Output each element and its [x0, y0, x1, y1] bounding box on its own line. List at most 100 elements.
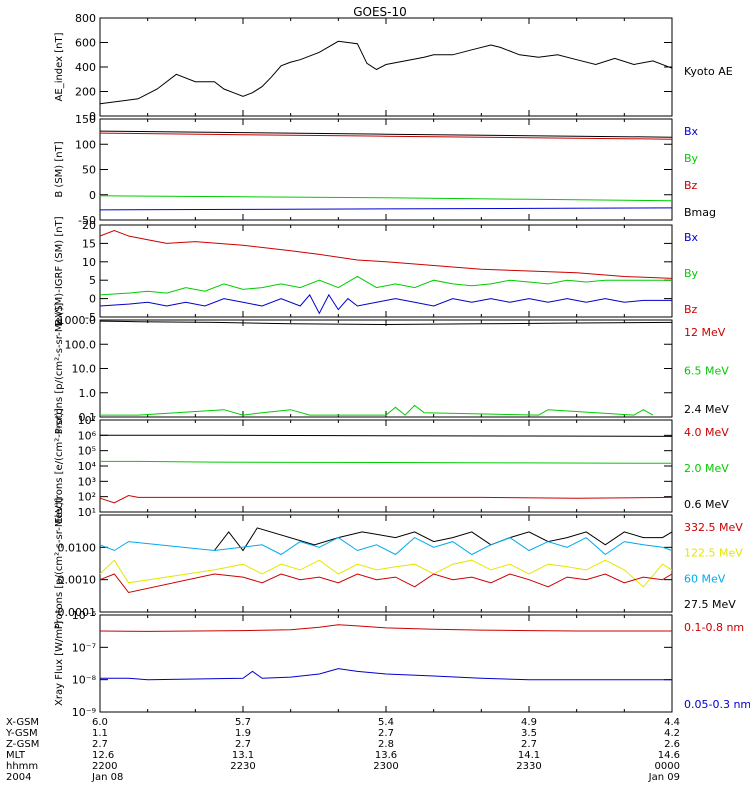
series-line-2-0-mev [100, 460, 673, 464]
legend-entry: 27.5 MeV [684, 598, 736, 611]
x-tick-value: 2.7 [378, 728, 394, 739]
y-tick-label: 0 [89, 110, 96, 123]
legend-entry: 0.1-0.8 nm [684, 621, 744, 634]
series-line-0-05-0-3-nm [100, 668, 672, 681]
legend-entry: 0.6 MeV [684, 498, 729, 511]
series-line-bmag [99, 130, 673, 138]
y-axis-label: B (SM)-IGRF (SM) [nT] [54, 216, 65, 325]
y-axis-label: B (SM) [nT] [54, 141, 65, 197]
series-line-bx [99, 293, 672, 315]
series-line-bz [99, 132, 673, 140]
y-tick-label: 15 [82, 237, 96, 250]
x-tick-value: 5.4 [378, 717, 394, 728]
series-line-60-mev [99, 537, 673, 556]
legend-entry: Bx [684, 125, 699, 138]
y-tick-label: 0.0010 [58, 574, 97, 587]
x-tick-value: Jan 09 [648, 772, 680, 783]
x-tick-value: 2230 [230, 761, 255, 772]
panel-frame [99, 514, 673, 613]
series-line-27-5-mev [214, 527, 673, 552]
x-tick-value: 0000 [655, 761, 680, 772]
y-tick-label: 10² [78, 491, 96, 504]
series-line-6-5-mev [100, 404, 654, 416]
legend-entry: 12 MeV [684, 326, 726, 339]
x-tick-value: 14.1 [518, 750, 540, 761]
y-tick-label: 0 [89, 189, 96, 202]
x-tick-value: 2.8 [378, 739, 394, 750]
x-axis-row-label: Z-GSM [6, 739, 39, 750]
y-tick-label: 1000.0 [58, 314, 97, 327]
series-line-by [99, 275, 672, 296]
x-tick-value: 4.4 [664, 717, 680, 728]
legend-entry: 60 MeV [684, 572, 726, 585]
x-tick-value: 6.0 [92, 717, 108, 728]
panel-1: 0 200 400 600 800 AE_index [nT] Kyoto AE [54, 12, 733, 123]
y-axis-label: Protons [p/(cm²-s-sr-MeV)] [54, 303, 65, 435]
x-axis-table: X-GSMY-GSMZ-GSMMLThhmm20046.01.12.712.62… [5, 717, 680, 783]
y-tick-label: 10⁻⁹ [72, 706, 96, 719]
legend-entry: By [684, 267, 699, 280]
panel-frame [99, 614, 673, 713]
legend-entry: Bx [684, 231, 699, 244]
legend-entry: 122.5 MeV [684, 547, 743, 560]
y-tick-label: 10 [82, 256, 96, 269]
x-axis-row-label: X-GSM [6, 717, 39, 728]
y-tick-label: 10.0 [72, 363, 97, 376]
x-tick-value: 2300 [373, 761, 398, 772]
y-tick-label: 1.0 [79, 387, 97, 400]
series-line-by [99, 195, 673, 202]
legend-entry: By [684, 152, 699, 165]
x-tick-value: 4.9 [521, 717, 537, 728]
y-tick-label: 600 [75, 37, 96, 50]
y-tick-label: 10⁵ [78, 445, 96, 458]
legend-entry: 2.0 MeV [684, 462, 729, 475]
panel-frame [99, 17, 673, 117]
x-tick-value: 1.9 [235, 728, 251, 739]
x-tick-value: 2330 [516, 761, 541, 772]
y-tick-label: 5 [89, 274, 96, 287]
x-tick-value: 5.7 [235, 717, 251, 728]
series-line-bz [99, 229, 673, 279]
y-tick-label: 10⁶ [78, 429, 97, 442]
y-tick-label: 0.0001 [58, 606, 97, 619]
series-line-bx [99, 207, 673, 211]
y-tick-label: 0 [89, 293, 96, 306]
x-axis-row-label: hhmm [6, 761, 38, 772]
x-tick-value: 2.7 [235, 739, 251, 750]
x-tick-value: 2.7 [92, 739, 108, 750]
y-tick-label: 100 [75, 138, 96, 151]
y-tick-label: 150 [75, 113, 96, 126]
x-tick-value: 12.6 [92, 750, 114, 761]
legend-entry: Bz [684, 179, 698, 192]
y-tick-label: 50 [82, 164, 96, 177]
y-tick-label: 0.1 [79, 411, 97, 424]
y-axis-label: Electrons [e/(cm²-s-sr)] [54, 408, 65, 524]
y-tick-label: 200 [75, 86, 96, 99]
y-tick-label: 20 [82, 219, 96, 232]
y-tick-label: 10⁴ [78, 460, 97, 473]
x-tick-value: 13.6 [375, 750, 397, 761]
series-line-2-4-mev [99, 320, 673, 326]
y-tick-label: 800 [75, 12, 96, 25]
x-axis-row-label: MLT [6, 750, 26, 761]
panel-frame [99, 319, 673, 418]
x-tick-value: 2.6 [664, 739, 680, 750]
y-axis-label: Protons [p/(cm²-s-sr-MeV)] [54, 498, 65, 630]
y-tick-label: 400 [75, 61, 96, 74]
y-axis-label: Xray Flux [W/m²] [54, 621, 65, 706]
y-tick-label: 10⁷ [78, 414, 96, 427]
legend-entry: 332.5 MeV [684, 521, 743, 534]
panel-frame [99, 224, 673, 318]
y-tick-label: -50 [78, 214, 96, 227]
legend-entry: 2.4 MeV [684, 403, 729, 416]
series-line-0-1-0-8-nm [99, 624, 672, 632]
panel-5: 10¹ 10² 10³ 10⁴ 10⁵ 10⁶ 10⁷ Electrons [e/(cm²-s… [54, 408, 729, 524]
y-tick-label: 10¹ [78, 506, 96, 519]
legend-entry: Kyoto AE [684, 65, 733, 78]
series-line-0-6-mev [100, 434, 673, 437]
panel-2: -50 0 50 100 150 B (SM) [nT] Bx By Bz Bmag [54, 113, 716, 227]
series-line-4-0-mev [99, 494, 673, 504]
